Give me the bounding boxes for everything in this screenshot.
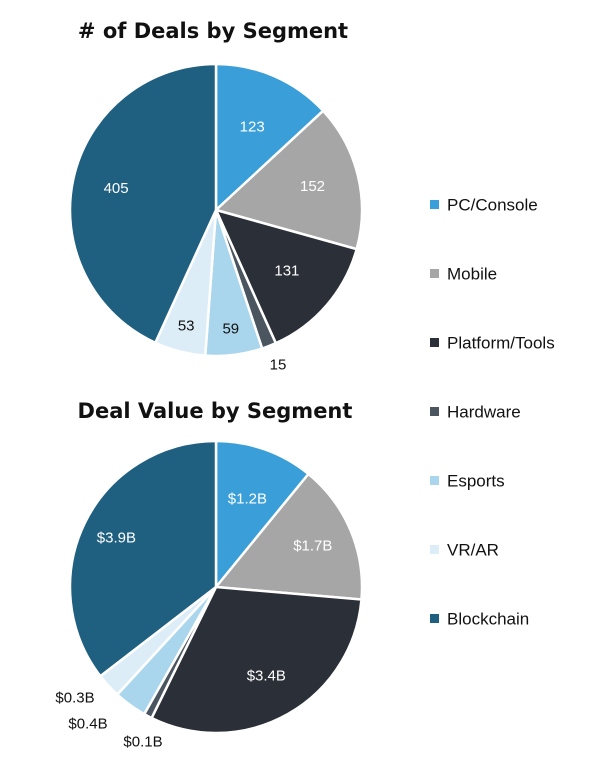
legend-label-esports: Esports [447, 472, 505, 491]
pie-slice-blockchain [68, 439, 218, 678]
legend-swatch-hardware [430, 407, 439, 416]
slice-label-esports: 59 [222, 320, 239, 337]
pie-slice-platform-tools [214, 208, 358, 345]
slice-label-mobile: 152 [300, 178, 325, 195]
legend-swatch-blockchain [430, 614, 439, 623]
chart-title-value: Deal Value by Segment [78, 399, 353, 423]
pie-slice-blockchain [68, 62, 218, 345]
pie-value-by-segment: $1.2B $1.7B $3.4B $0.1B $0.4B $0.3B $3.9B [55, 439, 364, 751]
legend-label-mobile: Mobile [447, 265, 497, 284]
legend-swatch-vr-ar [430, 545, 439, 554]
slice-label-vr-ar: $0.3B [55, 690, 94, 707]
slice-label-pc-console: $1.2B [228, 491, 267, 508]
slice-label-esports: $0.4B [68, 716, 107, 733]
slice-label-blockchain: $3.9B [97, 530, 136, 547]
legend-label-pc-console: PC/Console [447, 196, 538, 215]
slice-label-platform-tools: 131 [274, 262, 299, 279]
pie-slice-mobile [214, 109, 364, 251]
pie-deals-by-segment: 123 152 131 15 59 53 405 [68, 62, 364, 374]
legend-swatch-pc-console [430, 200, 439, 209]
pie-slice-mobile [214, 472, 364, 601]
legend-label-blockchain: Blockchain [447, 610, 529, 629]
pie-slice-pc-console [214, 439, 310, 589]
legend-swatch-platform-tools [430, 338, 439, 347]
legend-swatch-esports [430, 476, 439, 485]
pie-slice-platform-tools [150, 585, 363, 735]
pie-slice-pc-console [214, 62, 325, 212]
slice-label-hardware: $0.1B [123, 734, 162, 751]
chart-title-deals: # of Deals by Segment [78, 19, 348, 43]
legend-label-hardware: Hardware [447, 403, 521, 422]
slice-label-vr-ar: 53 [178, 318, 195, 335]
slice-label-pc-console: 123 [240, 119, 265, 136]
slice-label-mobile: $1.7B [293, 538, 332, 555]
legend-label-vr-ar: VR/AR [447, 541, 499, 560]
legend: PC/Console Mobile Platform/Tools Hardware Es… [430, 196, 555, 629]
slice-label-platform-tools: $3.4B [247, 668, 286, 685]
legend-label-platform-tools: Platform/Tools [447, 334, 555, 353]
slice-label-hardware: 15 [270, 357, 287, 374]
legend-swatch-mobile [430, 269, 439, 278]
slice-label-blockchain: 405 [104, 180, 129, 197]
